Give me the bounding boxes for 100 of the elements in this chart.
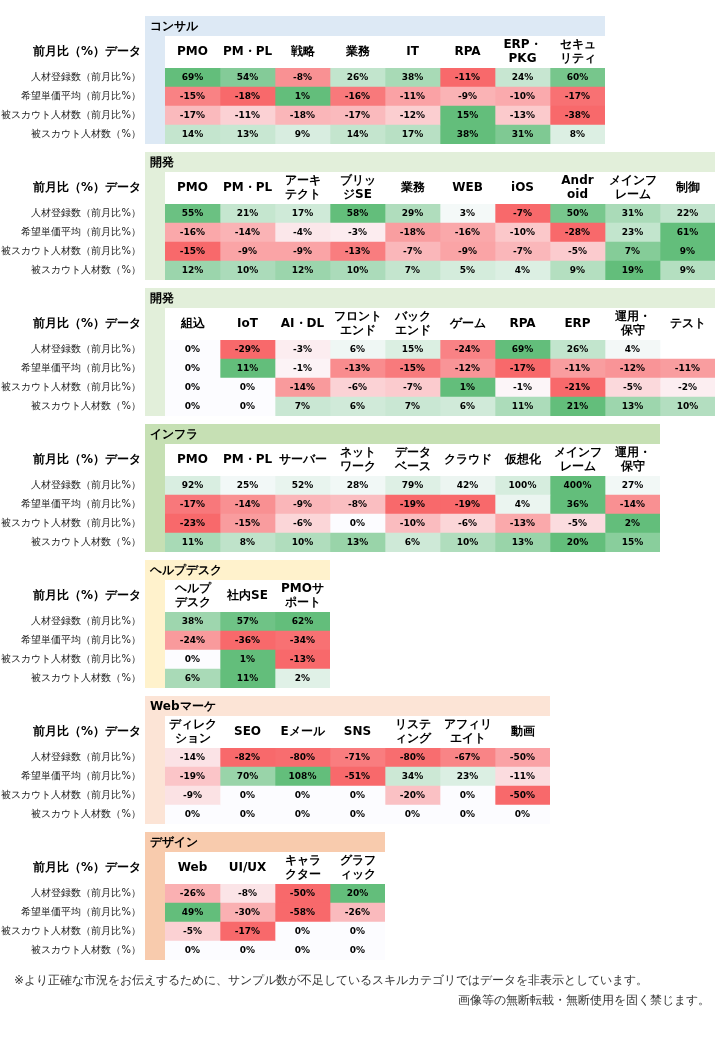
data-label: 0% bbox=[239, 944, 256, 955]
x-tick-label: 戦略 bbox=[289, 44, 316, 59]
data-label: 22% bbox=[676, 207, 699, 218]
y-tick-label: 被スカウト人材数（前月比%） bbox=[1, 653, 141, 665]
x-tick-label: PMO bbox=[177, 44, 208, 59]
data-label: 0% bbox=[184, 944, 201, 955]
data-label: -13% bbox=[509, 517, 536, 528]
x-tick-label: AI・DL bbox=[280, 316, 325, 331]
chart-title: Webマーケ bbox=[150, 699, 216, 714]
data-label: -16% bbox=[344, 90, 371, 101]
data-label: 10% bbox=[676, 400, 699, 411]
data-label: 13% bbox=[346, 536, 369, 547]
data-label: 21% bbox=[236, 207, 259, 218]
data-label: 3% bbox=[459, 207, 476, 218]
text: 画像等の無断転載・無断使用を固く禁じます。 bbox=[458, 992, 710, 1009]
x-tick-label: PMO bbox=[177, 452, 208, 467]
data-label: -9% bbox=[292, 245, 313, 256]
data-label: 26% bbox=[566, 343, 589, 354]
data-label: 10% bbox=[456, 536, 479, 547]
y-tick-label: 希望単価平均（前月比%） bbox=[21, 770, 141, 782]
x-tick-label: キャラクター bbox=[284, 853, 321, 882]
data-label: -12% bbox=[619, 362, 646, 373]
data-label: -11% bbox=[454, 71, 481, 82]
data-label: 2% bbox=[624, 517, 641, 528]
data-label: 13% bbox=[511, 536, 534, 547]
y-axis-title: 前月比（%）データ bbox=[31, 180, 141, 195]
x-tick-label: ヘルプデスク bbox=[173, 581, 212, 610]
data-label: -9% bbox=[182, 789, 203, 800]
data-label: 92% bbox=[181, 479, 204, 490]
data-label: 0% bbox=[294, 808, 311, 819]
data-label: 26% bbox=[346, 71, 369, 82]
data-label: 0% bbox=[239, 400, 256, 411]
data-label: -67% bbox=[454, 751, 481, 762]
y-axis-title: 前月比（%）データ bbox=[31, 860, 141, 875]
data-label: -5% bbox=[622, 381, 643, 392]
y-tick-label: 被スカウト人材数（%） bbox=[31, 808, 141, 820]
x-tick-label: ERP・PKG bbox=[503, 37, 542, 66]
y-tick-label: 希望単価平均（前月比%） bbox=[21, 906, 141, 918]
x-tick-label: ディレクション bbox=[168, 717, 217, 746]
x-tick-label: Eメール bbox=[280, 724, 326, 739]
data-label: 6% bbox=[349, 343, 366, 354]
data-label: 6% bbox=[404, 536, 421, 547]
y-tick-label: 被スカウト人材数（前月比%） bbox=[1, 109, 141, 121]
x-tick-label: SNS bbox=[343, 724, 372, 739]
data-label: 60% bbox=[566, 71, 589, 82]
data-label: -18% bbox=[399, 226, 426, 237]
data-label: 69% bbox=[181, 71, 204, 82]
data-label: -7% bbox=[512, 245, 533, 256]
data-label: 9% bbox=[679, 264, 696, 275]
data-label: -17% bbox=[564, 90, 591, 101]
x-tick-label: PMO bbox=[177, 180, 208, 195]
data-label: 38% bbox=[456, 128, 479, 139]
chart-title: 開発 bbox=[150, 155, 174, 170]
data-label: -17% bbox=[179, 498, 206, 509]
y-tick-label: 被スカウト人材数（前月比%） bbox=[1, 245, 141, 257]
data-label: -15% bbox=[399, 362, 426, 373]
data-label: 38% bbox=[401, 71, 424, 82]
x-tick-label: フロントエンド bbox=[333, 309, 382, 338]
data-label: -11% bbox=[399, 90, 426, 101]
x-tick-label: Web bbox=[177, 860, 208, 875]
x-tick-label: IT bbox=[406, 44, 420, 59]
data-label: 11% bbox=[181, 536, 204, 547]
data-label: -13% bbox=[344, 362, 371, 373]
data-label: -34% bbox=[289, 634, 316, 645]
data-label: 19% bbox=[621, 264, 644, 275]
data-label: 0% bbox=[459, 789, 476, 800]
data-label: 69% bbox=[511, 343, 534, 354]
x-tick-label: RPA bbox=[454, 44, 482, 59]
data-label: -10% bbox=[509, 90, 536, 101]
x-tick-label: データベース bbox=[393, 445, 431, 474]
data-label: 12% bbox=[291, 264, 314, 275]
data-label: -9% bbox=[237, 245, 258, 256]
data-label: 2% bbox=[294, 672, 311, 683]
x-tick-label: RPA bbox=[509, 316, 537, 331]
data-label: -15% bbox=[179, 245, 206, 256]
data-label: -30% bbox=[234, 906, 261, 917]
data-label: 400% bbox=[563, 479, 592, 490]
x-tick-label: PM・PL bbox=[222, 452, 273, 467]
data-label: -21% bbox=[564, 381, 591, 392]
x-tick-label: IoT bbox=[237, 316, 259, 331]
data-label: 6% bbox=[459, 400, 476, 411]
data-label: 7% bbox=[294, 400, 311, 411]
data-label: -24% bbox=[454, 343, 481, 354]
data-label: -13% bbox=[289, 653, 316, 664]
data-label: 70% bbox=[236, 770, 259, 781]
data-label: -71% bbox=[344, 751, 371, 762]
data-label: 11% bbox=[236, 362, 259, 373]
data-label: -14% bbox=[234, 498, 261, 509]
data-label: 0% bbox=[239, 381, 256, 392]
data-label: -16% bbox=[179, 226, 206, 237]
x-tick-label: アーキテクト bbox=[284, 173, 321, 202]
data-label: 0% bbox=[184, 343, 201, 354]
data-label: 6% bbox=[349, 400, 366, 411]
data-label: 1% bbox=[239, 653, 256, 664]
data-label: 0% bbox=[184, 653, 201, 664]
data-label: 21% bbox=[566, 400, 589, 411]
data-label: -5% bbox=[567, 245, 588, 256]
x-tick-label: グラフィック bbox=[339, 853, 376, 882]
x-tick-label: ERP bbox=[564, 316, 591, 331]
y-axis-title: 前月比（%）データ bbox=[31, 316, 141, 331]
